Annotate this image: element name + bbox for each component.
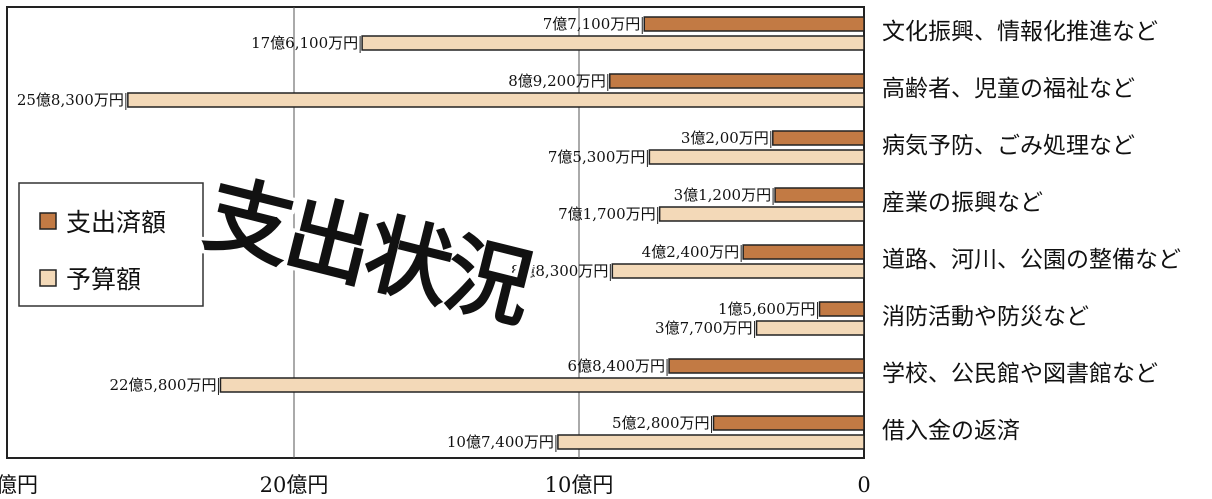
x-tick-label: 億円: [0, 473, 38, 497]
value-label-spent: 3億2,00万円: [681, 129, 769, 147]
chart-annotation: 支出状況: [196, 164, 541, 341]
legend: 支出済額 予算額: [18, 182, 204, 307]
x-axis-ticks: 億円 20億円 10億円 0: [0, 473, 871, 497]
bar-budget: [611, 263, 865, 279]
category-label: 借入金の返済: [882, 418, 1020, 444]
bar-budget: [361, 35, 865, 51]
bar-spent: [818, 301, 865, 317]
value-label-budget: 17億6,100万円: [251, 34, 358, 52]
bar-budget: [755, 320, 865, 336]
legend-swatch-budget: [39, 269, 57, 287]
bar-spent: [742, 244, 865, 260]
category-labels: 文化振興、情報化推進など高齢者、児童の福祉など病気予防、ごみ処理など産業の振興な…: [882, 19, 1181, 444]
value-label-spent: 7億7,100万円: [543, 15, 641, 33]
value-label-spent: 5億2,800万円: [612, 414, 710, 432]
category-label: 消防活動や防災など: [882, 304, 1089, 330]
bar-budget: [557, 434, 865, 450]
value-label-budget: 10億7,400万円: [447, 433, 554, 451]
legend-swatch-spent: [39, 212, 57, 230]
value-label-budget: 3億7,700万円: [655, 319, 753, 337]
bar-budget: [127, 92, 865, 108]
value-label-spent: 4億2,400万円: [642, 243, 740, 261]
bar-spent: [712, 415, 865, 431]
bar-budget: [658, 206, 865, 222]
bar-budget: [219, 377, 865, 393]
x-tick-label: 20億円: [260, 473, 329, 497]
value-label-budget: 22億5,800万円: [109, 376, 216, 394]
value-label-spent: 8億9,200万円: [508, 72, 606, 90]
bar-spent: [772, 130, 865, 146]
value-label-budget: 25億8,300万円: [17, 91, 124, 109]
value-label-spent: 3億1,200万円: [674, 186, 772, 204]
value-label-spent: 6億8,400万円: [568, 357, 666, 375]
category-label: 高齢者、児童の福祉など: [882, 76, 1135, 102]
bar-spent: [774, 187, 865, 203]
category-label: 学校、公民館や図書館など: [882, 361, 1158, 387]
value-label-budget: 8億8,300万円: [511, 262, 609, 280]
legend-label-spent: 支出済額: [66, 208, 166, 237]
category-label: 産業の振興など: [882, 190, 1043, 216]
category-label: 文化振興、情報化推進など: [882, 19, 1158, 45]
value-label-budget: 7億5,300万円: [548, 148, 646, 166]
x-tick-label: 10億円: [545, 473, 614, 497]
value-label-spent: 1億5,600万円: [718, 300, 816, 318]
bar-budget: [648, 149, 865, 165]
plot-area-frame: [6, 6, 865, 459]
bars: [127, 16, 865, 450]
bar-spent: [609, 73, 865, 89]
value-labels: 7億7,100万円 17億6,100万円 8億9,200万円 25億8,300万円 3億…: [17, 15, 819, 452]
legend-label-budget: 予算額: [66, 265, 141, 294]
bar-spent: [643, 16, 865, 32]
category-label: 道路、河川、公園の整備など: [882, 247, 1181, 273]
value-label-budget: 7億1,700万円: [558, 205, 656, 223]
x-tick-label: 0: [857, 473, 870, 497]
category-label: 病気予防、ごみ処理など: [882, 133, 1135, 159]
bar-spent: [668, 358, 865, 374]
